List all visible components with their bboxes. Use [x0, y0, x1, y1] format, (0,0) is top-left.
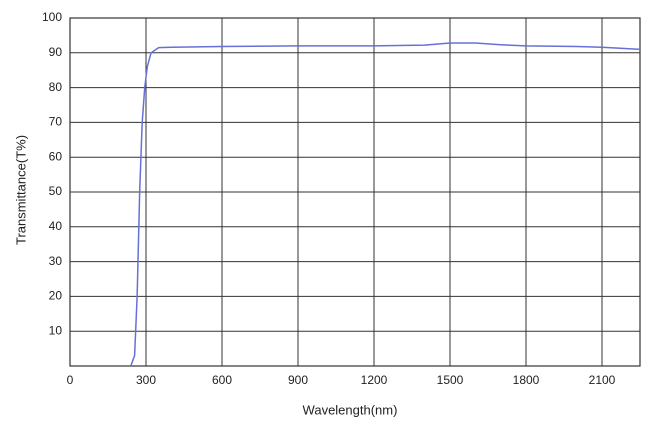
y-tick-label: 50 — [49, 184, 63, 198]
y-tick-label: 30 — [49, 254, 63, 268]
y-tick-label: 90 — [49, 45, 63, 59]
x-tick-label: 900 — [288, 373, 308, 387]
y-tick-label: 80 — [49, 80, 63, 94]
x-tick-label: 0 — [67, 373, 74, 387]
y-tick-label: 40 — [49, 219, 63, 233]
y-axis-title: Transmittance(T%) — [13, 135, 28, 245]
y-tick-label: 10 — [49, 323, 63, 337]
data-line — [130, 42, 641, 367]
x-tick-label: 300 — [136, 373, 156, 387]
x-tick-label: 1200 — [361, 373, 388, 387]
y-tick-label: 60 — [49, 149, 63, 163]
x-tick-label: 1500 — [437, 373, 464, 387]
x-tick-label: 1800 — [513, 373, 540, 387]
x-tick-label: 2100 — [589, 373, 616, 387]
y-tick-label: 70 — [49, 115, 63, 129]
x-tick-label: 600 — [212, 373, 232, 387]
y-tick-label: 100 — [42, 10, 62, 24]
y-tick-label: 20 — [49, 289, 63, 303]
x-axis-title: Wavelength(nm) — [303, 402, 398, 417]
